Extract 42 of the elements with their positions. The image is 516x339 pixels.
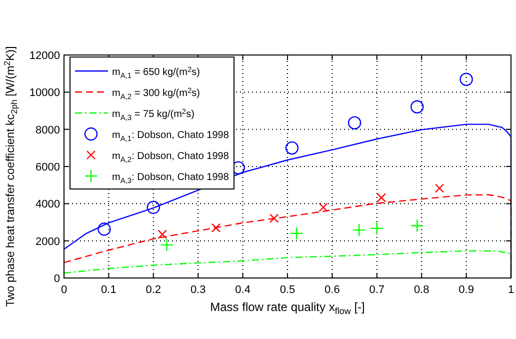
- point: [352, 223, 366, 237]
- point: [410, 100, 424, 114]
- point: [158, 230, 167, 239]
- x-tick-label: 0.2: [146, 284, 162, 296]
- x-tick-label: 0.4: [235, 284, 250, 296]
- y-tick-label: 10000: [29, 87, 60, 100]
- legend-label: m$_{A,2}$: Dobson, Chato 1998: [112, 151, 230, 164]
- point: [285, 141, 299, 155]
- point: [410, 219, 424, 232]
- point: [318, 202, 328, 212]
- point: [269, 214, 279, 223]
- x-tick-label: 0.6: [324, 284, 340, 296]
- x-tick-label: 0.9: [458, 284, 474, 296]
- y-tick-label: 6000: [36, 162, 60, 174]
- point: [460, 72, 473, 86]
- x-tick-label: 0.5: [280, 284, 296, 296]
- y-tick-label: 12000: [29, 50, 60, 62]
- x-axis-title: Mass flow rate quality x$_{flow}$ [-]: [210, 300, 365, 316]
- point: [146, 200, 160, 214]
- x-tick-label: 0.3: [190, 284, 206, 296]
- point: [211, 223, 221, 232]
- point: [98, 222, 111, 236]
- point: [348, 116, 362, 130]
- x-tick-label: 0: [60, 284, 68, 296]
- legend-label: m$_{A,3}$: Dobson, Chato 1998: [112, 172, 230, 185]
- x-tick-label: 0.1: [101, 284, 116, 296]
- x-tick-label: 0.7: [369, 284, 385, 296]
- x-tick-label: 0.8: [414, 284, 430, 296]
- legend-label: m$_{A,3}$ = 75 kg/(m$^{2}$s): [112, 106, 194, 122]
- x-tick-label: 1: [508, 284, 514, 296]
- y-tick-label: 2000: [36, 236, 60, 248]
- point: [376, 193, 386, 202]
- y-tick-label: 0: [54, 273, 60, 285]
- legend-label: m$_{A,2}$ = 300 kg/(m$^{2}$s): [112, 86, 200, 101]
- y-tick-label: 8000: [36, 124, 60, 136]
- legend-label: m$_{A,1}$: Dobson, Chato 1998: [112, 130, 230, 143]
- y-tick-label: 4000: [36, 198, 60, 211]
- point: [434, 184, 444, 193]
- point: [370, 222, 384, 235]
- legend-label: m$_{A,1}$ = 650 kg/(m$^{2}$s): [112, 64, 200, 80]
- point: [290, 226, 304, 240]
- point: [160, 238, 174, 252]
